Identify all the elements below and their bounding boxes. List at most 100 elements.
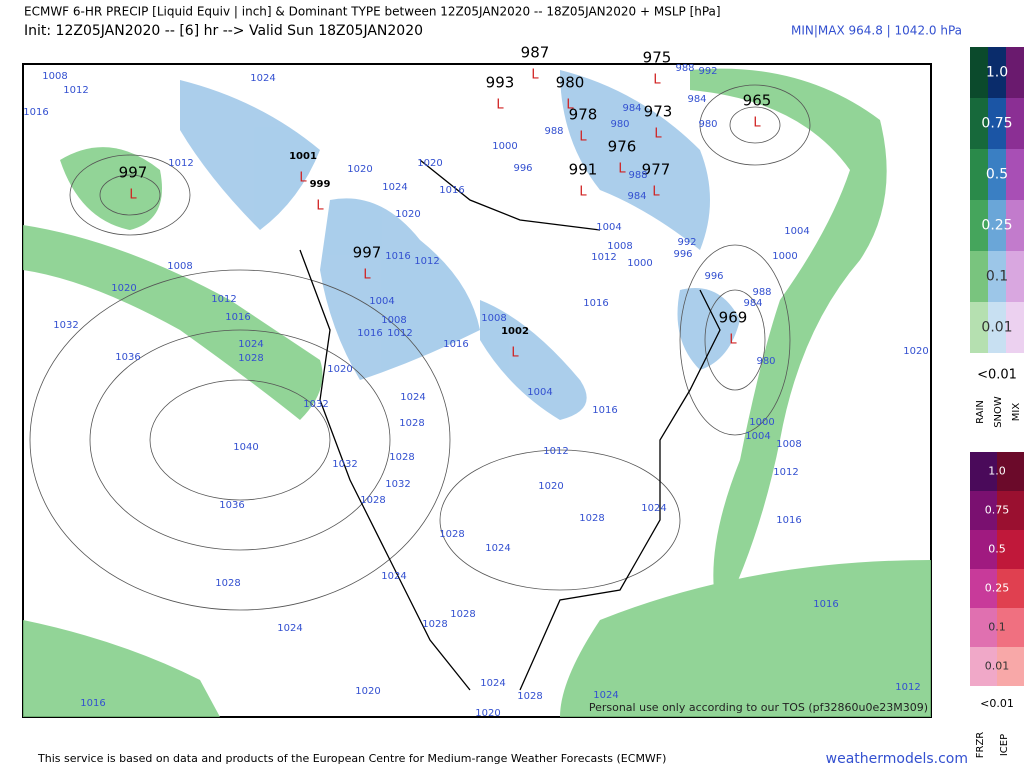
legend: 1.0 0.75 0.5 0.25 0.1 0.01 <0.01 RAIN SNOW MIX 1.0… <box>970 47 1024 758</box>
site-link[interactable]: weathermodels.com <box>826 751 968 767</box>
isobar-label: 1000 <box>627 258 652 269</box>
legend-swatch <box>970 47 988 98</box>
legend-swatch <box>970 149 988 200</box>
isobar-label: 1020 <box>111 283 136 294</box>
rain-areas <box>23 68 931 717</box>
isobar-label: 1000 <box>492 141 517 152</box>
legend-swatch <box>970 647 997 686</box>
isobar-label: 1012 <box>387 328 412 339</box>
low-marker: L <box>316 199 324 214</box>
isobar-label: 1028 <box>389 452 414 463</box>
isobar-label: 1028 <box>360 495 385 506</box>
isobar-label: 1036 <box>115 352 140 363</box>
low-marker: L <box>511 346 519 361</box>
init-line: Init: 12Z05JAN2020 -- [6] hr --> Valid S… <box>24 23 423 39</box>
rain-area <box>23 225 323 420</box>
isobar-label: 1012 <box>168 158 193 169</box>
legend-label: 0.75 <box>981 116 1012 132</box>
low-pressure-label: 980 <box>556 74 585 92</box>
legend-label: 0.1 <box>986 269 1008 285</box>
isobar-label: 1016 <box>385 251 410 262</box>
isobar-label: 996 <box>513 163 532 174</box>
isobar-label: 980 <box>756 356 775 367</box>
legend-swatch <box>1006 251 1024 302</box>
isobar <box>699 84 811 166</box>
isobar <box>149 379 331 501</box>
low-marker: L <box>129 188 137 203</box>
legend-swatch <box>997 491 1024 530</box>
isobar-label: 1012 <box>543 446 568 457</box>
isobar-label: 1012 <box>414 256 439 267</box>
isobar-label: 1020 <box>538 481 563 492</box>
isobar-label: 1032 <box>303 399 328 410</box>
legend-swatch <box>988 149 1006 200</box>
isobar <box>89 329 391 551</box>
isobar-label: 1008 <box>167 261 192 272</box>
low-marker: L <box>653 73 661 88</box>
isobar-label: 1032 <box>385 479 410 490</box>
legend-swatch <box>970 452 997 491</box>
isobar-label: 1004 <box>369 296 394 307</box>
legend-swatch <box>970 569 997 608</box>
legend-swatch <box>1006 98 1024 149</box>
low-pressure-label: 969 <box>719 309 748 327</box>
coastline <box>299 159 721 691</box>
isobar-label: 984 <box>687 94 706 105</box>
isobar-label: 988 <box>628 170 647 181</box>
legend-label: 1.0 <box>988 465 1006 478</box>
low-pressure-label: 973 <box>644 103 673 121</box>
isobar-label: 1000 <box>749 417 774 428</box>
low-pressure-label: 997 <box>353 244 382 262</box>
low-pressure-label: 1002 <box>501 326 529 337</box>
isobar-label: 1012 <box>591 252 616 263</box>
legend-swatch <box>988 251 1006 302</box>
isobar-label: 1024 <box>480 678 505 689</box>
isobar-label: 988 <box>675 63 694 74</box>
isobar-label: 1040 <box>233 442 258 453</box>
legend-below: <0.01 <box>980 697 1014 710</box>
legend-label: 0.1 <box>988 621 1006 634</box>
isobar-label: 1016 <box>583 298 608 309</box>
isobar-label: 1004 <box>784 226 809 237</box>
legend-label: 0.01 <box>985 660 1010 673</box>
isobar-label: 1028 <box>215 578 240 589</box>
isobar-label: 1024 <box>250 73 275 84</box>
legend-type: RAIN <box>975 400 986 424</box>
isobar-label: 1028 <box>238 353 263 364</box>
isobar-label: 1028 <box>517 691 542 702</box>
legend-below: <0.01 <box>977 368 1017 383</box>
isobar <box>29 269 451 611</box>
isobar-label: 1008 <box>481 313 506 324</box>
snow-areas <box>180 70 740 420</box>
isobar-label: 1016 <box>776 515 801 526</box>
snow-area <box>320 198 480 380</box>
legend-label: 0.5 <box>988 543 1006 556</box>
isobar <box>69 154 191 236</box>
isobar-label: 1020 <box>327 364 352 375</box>
legend-swatch <box>970 98 988 149</box>
legend-swatch <box>1006 47 1024 98</box>
isobar-label: 1024 <box>381 571 406 582</box>
isobar-label: 984 <box>743 298 762 309</box>
isobar-label: 988 <box>752 287 771 298</box>
legend-type: ICEP <box>999 734 1010 756</box>
isobar <box>439 449 681 591</box>
isobar-label: 1012 <box>773 467 798 478</box>
isobar-label: 1020 <box>475 708 500 719</box>
isobar-label: 992 <box>677 237 696 248</box>
watermark: Personal use only according to our TOS (… <box>589 701 928 714</box>
low-marker: L <box>753 116 761 131</box>
low-marker: L <box>579 185 587 200</box>
legend-swatch <box>970 530 997 569</box>
isobar-label: 1020 <box>347 164 372 175</box>
snow-area <box>560 70 710 250</box>
isobar-label: 1024 <box>277 623 302 634</box>
low-marker: L <box>579 130 587 145</box>
isobar-label: 1024 <box>593 690 618 701</box>
legend-swatch <box>970 200 988 251</box>
isobar-label: 1028 <box>579 513 604 524</box>
low-pressure-label: 999 <box>310 179 331 190</box>
rain-area <box>23 620 220 717</box>
isobar-label: 1012 <box>211 294 236 305</box>
